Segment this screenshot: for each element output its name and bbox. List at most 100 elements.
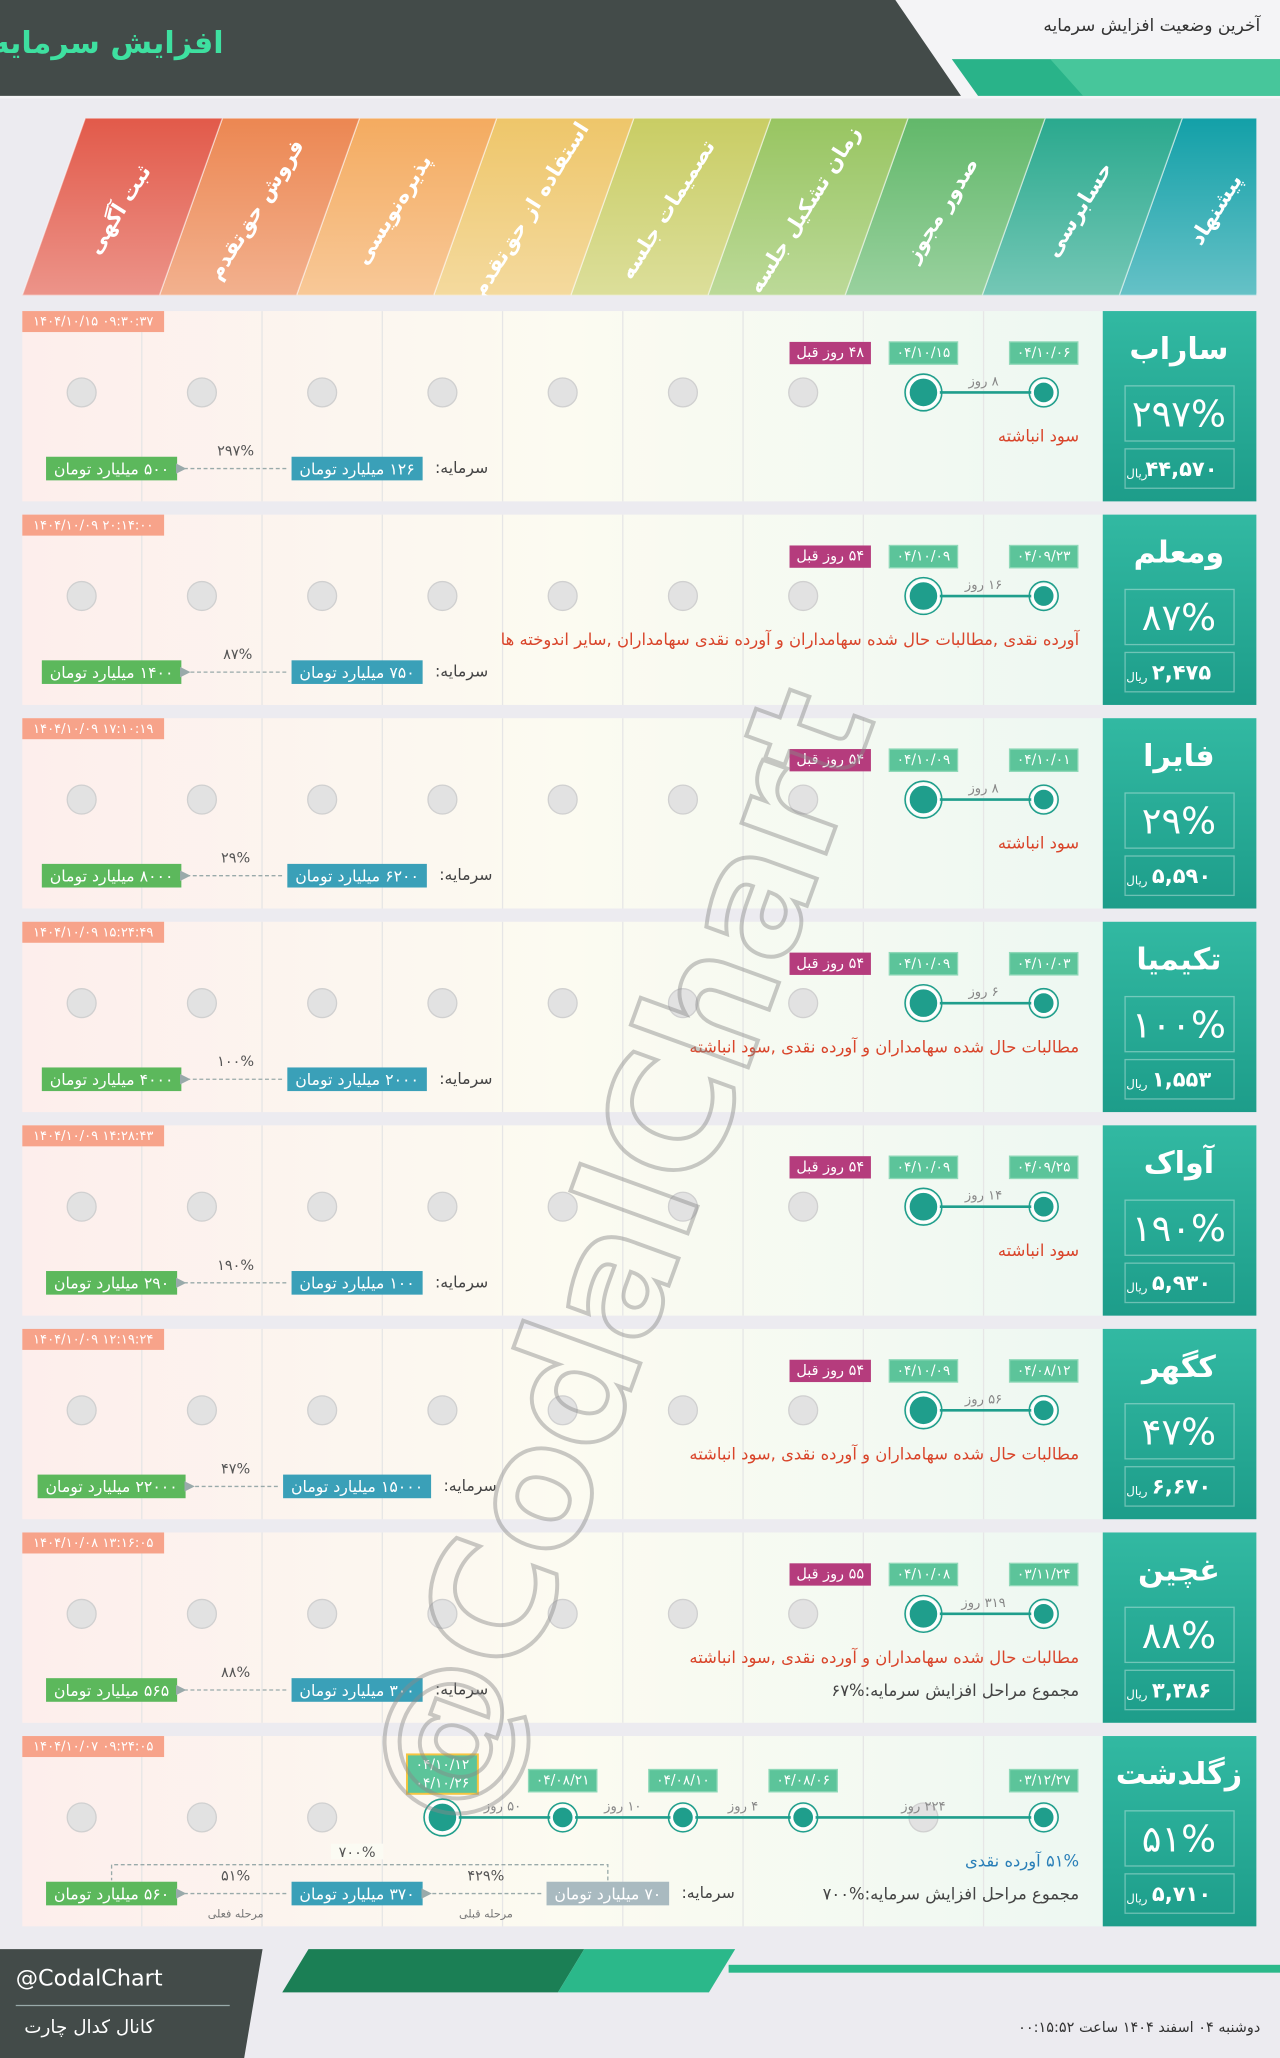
total-change: ۷۰۰% bbox=[339, 1845, 376, 1861]
percent: ۸۷% bbox=[1142, 596, 1216, 639]
stage-ring bbox=[904, 1594, 943, 1634]
capital-box bbox=[291, 456, 423, 481]
capital-box bbox=[287, 863, 427, 888]
date-box bbox=[1008, 1155, 1079, 1180]
ago: ۴۸ روز قبل bbox=[796, 345, 864, 361]
source: سود انباشته bbox=[998, 834, 1079, 854]
stage-ring bbox=[904, 1187, 943, 1226]
timestamp: ۱۴۰۴/۱۰/۰۹ ۱۲:۱۹:۲۴ bbox=[33, 1333, 153, 1348]
stage-dot bbox=[66, 988, 97, 1019]
date-box bbox=[1008, 1359, 1079, 1383]
stage-ring bbox=[1028, 580, 1059, 612]
card: ۱۴۰۴/۱۰/۰۸ ۱۳:۱۶:۰۵ ۰۳/۱۱/۲۴ ۰۴/۱۰/۰۸ ۳۱۹ ر… bbox=[22, 1532, 1257, 1723]
capital-box bbox=[46, 1881, 178, 1906]
percent-frame bbox=[1124, 1606, 1235, 1664]
stage-ring bbox=[1028, 1191, 1059, 1222]
total-bg bbox=[330, 1843, 384, 1860]
stage-dot bbox=[547, 1598, 578, 1629]
price-frame bbox=[1124, 1262, 1235, 1304]
capital: ۱۴۰۰ میلیارد تومان bbox=[50, 663, 174, 683]
footer-stripe bbox=[282, 1949, 585, 1993]
stage-dot bbox=[788, 784, 819, 815]
days: ۵۰ روز bbox=[483, 1799, 521, 1814]
date: ۰۴/۱۰/۱۲ bbox=[416, 1757, 470, 1773]
timestamp-box bbox=[22, 921, 165, 943]
stage-dot bbox=[307, 1395, 338, 1426]
active-stage bbox=[907, 783, 940, 816]
capital-box bbox=[283, 1474, 432, 1499]
stage-ring bbox=[787, 1802, 819, 1833]
percent-frame bbox=[1124, 1199, 1235, 1256]
ago: ۵۴ روز قبل bbox=[796, 1363, 864, 1379]
capital-label: سرمایه: bbox=[443, 1476, 496, 1496]
done-stage bbox=[1031, 1397, 1057, 1423]
symbol: فایرا bbox=[1143, 739, 1215, 774]
stage-dot bbox=[788, 1598, 819, 1629]
date: ۰۴/۱۰/۰۳ bbox=[1017, 956, 1071, 972]
date-box bbox=[1008, 951, 1079, 976]
capital: ۲۰۰۰ میلیارد تومان bbox=[295, 1070, 419, 1090]
capital-label: سرمایه: bbox=[439, 1069, 492, 1089]
stage-dot bbox=[667, 580, 699, 612]
stage-ring bbox=[1028, 1802, 1059, 1833]
capital: ۲۲۰۰۰ میلیارد تومان bbox=[45, 1477, 177, 1497]
stage-ring bbox=[1028, 377, 1059, 408]
timestamp: ۱۴۰۴/۱۰/۰۷ ۰۹:۲۴:۰۵ bbox=[33, 1740, 153, 1755]
timestamp-box bbox=[22, 1328, 165, 1350]
days: ۱۰ روز bbox=[603, 1799, 641, 1814]
percent-frame bbox=[1124, 1403, 1235, 1460]
stage-dot bbox=[788, 580, 819, 612]
symbol: کگهر bbox=[1140, 1349, 1216, 1385]
stage-dot bbox=[547, 988, 578, 1019]
percent: ۴۷% bbox=[1142, 1410, 1216, 1453]
stage-fade bbox=[845, 118, 1046, 296]
currency: ریال bbox=[1126, 1891, 1147, 1906]
active-stage bbox=[907, 579, 940, 613]
stage-ring bbox=[904, 780, 943, 819]
timestamp: ۱۴۰۴/۱۰/۰۸ ۱۳:۱۶:۰۵ bbox=[33, 1536, 153, 1551]
symbol-panel bbox=[1102, 1532, 1257, 1723]
currency: ریال bbox=[1126, 1688, 1147, 1703]
stage-dot bbox=[427, 988, 458, 1019]
price-frame bbox=[1124, 855, 1235, 897]
stage-dot bbox=[66, 580, 97, 612]
price-frame bbox=[1124, 1873, 1235, 1914]
price: ۵,۹۳۰ bbox=[1152, 1271, 1211, 1295]
date: ۰۴/۱۰/۰۶ bbox=[1017, 345, 1071, 361]
source: ۵۱% آورده نقدی bbox=[965, 1852, 1079, 1872]
date: ۰۳/۱۲/۲۷ bbox=[1017, 1773, 1071, 1789]
date-box bbox=[888, 748, 959, 773]
footer-block bbox=[0, 1949, 263, 2058]
stage-ring bbox=[1028, 987, 1059, 1019]
days: ۱۶ روز bbox=[964, 578, 1002, 593]
stage-dot bbox=[307, 1598, 338, 1629]
card: ۱۴۰۴/۱۰/۰۹ ۱۲:۱۹:۲۴ ۰۴/۰۸/۱۲ ۰۴/۱۰/۰۹ ۵۶ رو… bbox=[22, 1328, 1257, 1520]
active-stage bbox=[426, 1801, 459, 1834]
currency: ریال bbox=[1126, 1484, 1147, 1499]
stage-dot bbox=[66, 377, 97, 408]
title-bar bbox=[0, 0, 961, 96]
days: ۱۴ روز bbox=[964, 1189, 1002, 1204]
timestamp-box bbox=[22, 311, 165, 333]
symbol-panel bbox=[1102, 1736, 1257, 1927]
currency: ریال bbox=[1126, 670, 1147, 685]
symbol-panel bbox=[1102, 311, 1257, 502]
price: ۶,۶۷۰ bbox=[1152, 1475, 1211, 1499]
stage-dot bbox=[66, 1191, 97, 1222]
done-stage bbox=[790, 1804, 816, 1830]
page-title: افزایش سرمایه bbox=[0, 26, 224, 61]
date: ۰۴/۱۰/۰۸ bbox=[897, 1566, 951, 1582]
days: ۸ روز bbox=[967, 782, 998, 797]
stage-dot bbox=[788, 988, 819, 1019]
capital: ۲۹۰ میلیارد تومان bbox=[54, 1274, 169, 1294]
capital-box bbox=[41, 660, 182, 684]
stage-dot bbox=[186, 1802, 218, 1833]
ago: ۵۴ روز قبل bbox=[796, 549, 864, 565]
stage-dot bbox=[547, 1191, 578, 1222]
date-box bbox=[1008, 748, 1079, 773]
stage-dot bbox=[307, 784, 338, 815]
stage-fade bbox=[1119, 118, 1257, 296]
stage-fade bbox=[982, 118, 1183, 296]
done-stage bbox=[550, 1804, 576, 1830]
